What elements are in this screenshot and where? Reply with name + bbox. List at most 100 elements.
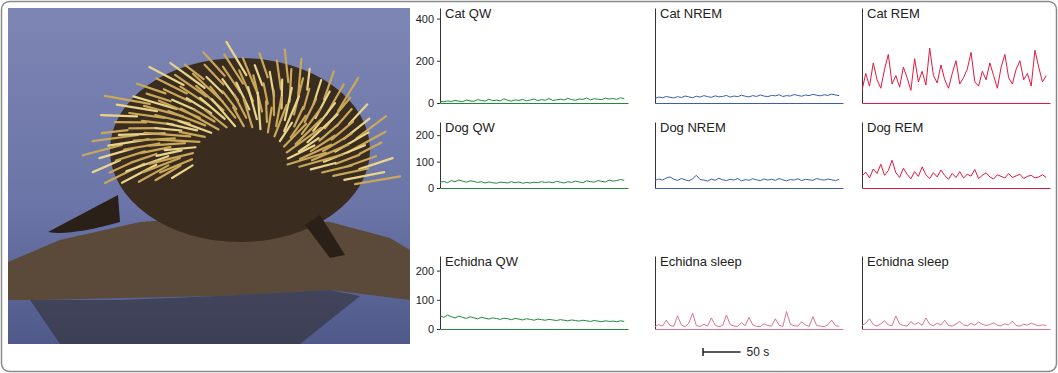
plot-area <box>862 316 1046 326</box>
trace <box>440 98 624 102</box>
photo-spine <box>181 109 219 130</box>
trace <box>655 311 839 326</box>
y-axis-line <box>440 257 441 330</box>
photo-spine <box>277 61 281 90</box>
photo-spine <box>338 78 358 111</box>
x-axis <box>441 188 629 189</box>
photo-spine <box>248 87 257 119</box>
photo-spine <box>280 123 292 141</box>
panel: Cat REM <box>862 6 1051 104</box>
y-tick-mark <box>437 103 440 104</box>
photo-spine <box>307 69 309 90</box>
x-axis-line <box>441 329 629 330</box>
photo-spine <box>355 176 400 184</box>
photo-spine <box>285 50 289 83</box>
photo-spine <box>159 140 200 142</box>
panel: Dog REM <box>862 120 1051 189</box>
photo-spine <box>133 96 176 109</box>
y-tick-label: 200 <box>416 55 434 67</box>
y-tick-label: 0 <box>428 97 434 109</box>
y-axis <box>655 123 656 189</box>
trace <box>862 160 1046 179</box>
y-tick-mark <box>437 61 440 62</box>
x-axis-line <box>863 103 1051 104</box>
panel-title: Dog NREM <box>660 120 726 135</box>
y-tick: 200 <box>416 265 440 277</box>
trace <box>655 175 839 181</box>
y-tick-mark <box>437 300 440 301</box>
panel-title: Echidna QW <box>445 254 519 269</box>
photo-spine <box>359 158 392 169</box>
x-axis <box>863 103 1051 104</box>
x-axis-line <box>656 329 844 330</box>
panel-title: Dog REM <box>867 120 923 135</box>
y-tick-mark <box>437 329 440 330</box>
panel-title: Cat REM <box>867 6 920 21</box>
photo-spine <box>126 156 168 171</box>
x-axis <box>441 103 629 104</box>
y-tick-label: 0 <box>428 323 434 335</box>
x-axis-line <box>656 188 844 189</box>
y-tick-label: 100 <box>416 294 434 306</box>
y-axis: 0 100 200 <box>416 257 441 336</box>
photo-spine <box>322 165 352 172</box>
photo-water <box>8 8 410 344</box>
panel-title: Cat QW <box>445 6 492 21</box>
y-axis-line <box>655 257 656 330</box>
panel: Echidna sleep <box>655 254 844 330</box>
plot-area <box>655 311 839 326</box>
photo-spine <box>102 130 128 133</box>
x-axis-line <box>441 188 629 189</box>
x-axis <box>863 329 1051 330</box>
photo-spine <box>356 116 386 138</box>
photo-spine <box>311 163 336 169</box>
photo-spine <box>155 128 181 130</box>
panel-title: Cat NREM <box>660 6 722 21</box>
photo-spine <box>265 101 268 122</box>
photo-spine <box>129 127 155 129</box>
photo-spine <box>205 65 224 85</box>
photo-spine <box>180 132 205 137</box>
photo-echidna <box>110 58 370 242</box>
photo-spines <box>83 42 400 184</box>
y-tick: 200 <box>416 129 440 141</box>
plot-area <box>655 175 839 181</box>
panel-title: Echidna sleep <box>867 254 949 269</box>
photo-snout <box>48 195 120 233</box>
y-axis-line <box>440 9 441 104</box>
y-axis <box>655 257 656 330</box>
x-axis-line <box>863 329 1051 330</box>
plot-area <box>440 180 624 184</box>
x-axis-line <box>863 188 1051 189</box>
y-axis: 0100200 <box>416 123 441 195</box>
plot-area <box>440 98 624 102</box>
photo-spine <box>93 135 138 141</box>
photo-leg <box>305 215 345 258</box>
y-axis-line <box>655 9 656 104</box>
panel: 0200400Cat QW <box>416 6 629 109</box>
trace <box>862 316 1046 326</box>
photo-spine <box>137 84 166 94</box>
plot-area <box>862 48 1046 90</box>
photo-spine <box>165 147 196 150</box>
x-axis <box>656 103 844 104</box>
scale-bar: 50 s <box>703 345 769 359</box>
photo-reflection <box>30 290 360 344</box>
y-axis-line <box>862 123 863 189</box>
photo-spine <box>258 93 261 130</box>
y-tick: 200 <box>416 55 440 67</box>
photo-spine <box>83 145 122 155</box>
y-axis-line <box>440 123 441 189</box>
y-tick: 0 <box>428 182 440 194</box>
photo-spine <box>224 54 243 83</box>
y-tick-mark <box>437 162 440 163</box>
y-tick-mark <box>437 19 440 20</box>
panel: 0 100 200 Echidna QW <box>416 254 629 335</box>
y-tick-mark <box>437 271 440 272</box>
x-axis <box>863 188 1051 189</box>
scale-bar-label: 50 s <box>747 345 770 359</box>
panel: Echidna sleep <box>862 254 1051 330</box>
panel: 0100200Dog QW <box>416 120 629 194</box>
panel-title: Dog QW <box>445 120 496 135</box>
y-axis <box>655 9 656 104</box>
